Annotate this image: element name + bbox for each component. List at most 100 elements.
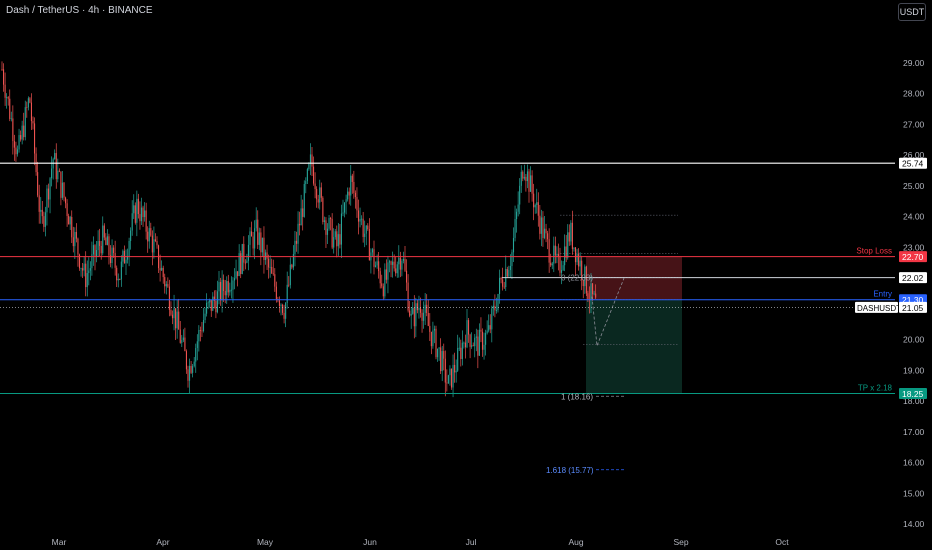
- candle-body: [468, 320, 470, 335]
- candle-body: [47, 188, 50, 200]
- candle-body: [133, 205, 135, 214]
- candle-body: [268, 258, 270, 268]
- candle-body: [561, 270, 563, 273]
- candle-body: [423, 312, 425, 321]
- candle-body: [333, 237, 335, 248]
- candle-body: [567, 232, 569, 258]
- candle-body: [92, 245, 94, 255]
- entry-label: Entry: [873, 290, 892, 299]
- candle-body: [49, 178, 51, 200]
- candle-body: [75, 231, 77, 239]
- candle-body: [508, 270, 510, 277]
- candle-body: [235, 271, 237, 279]
- candle-body: [232, 280, 234, 290]
- candle-body: [224, 291, 226, 296]
- candle-body: [367, 225, 369, 230]
- candle-body: [252, 236, 254, 249]
- candle-body: [345, 199, 347, 203]
- candle-body: [111, 247, 113, 264]
- candle-body: [179, 329, 181, 343]
- month-tick-label: Aug: [568, 537, 583, 547]
- month-tick-label: Sep: [673, 537, 688, 547]
- candle-body: [398, 257, 400, 265]
- candle-body: [226, 281, 228, 296]
- candle-body: [18, 135, 20, 150]
- candle-body: [509, 266, 511, 271]
- candle-body: [150, 228, 152, 236]
- candle-body: [585, 266, 587, 294]
- candle-body: [433, 328, 435, 331]
- candle-body: [162, 267, 164, 278]
- candle-body: [520, 171, 522, 186]
- candle-body: [94, 245, 96, 257]
- candle-body: [196, 341, 198, 348]
- candle-body: [113, 247, 115, 254]
- candle-body: [590, 283, 592, 301]
- symbol-tag-bg: [855, 301, 898, 313]
- entry-price-tag-text: 21.30: [902, 295, 924, 305]
- candle-body: [406, 270, 408, 283]
- resistance-price-tag-text: 25.74: [902, 159, 924, 169]
- candle-body: [485, 333, 487, 345]
- projection-path: [591, 278, 625, 346]
- candle-body: [314, 183, 316, 190]
- candle-body: [127, 255, 129, 260]
- candle-body: [190, 365, 192, 373]
- currency-button[interactable]: USDT: [898, 3, 926, 21]
- candle-body: [125, 259, 127, 264]
- candle-body: [65, 197, 67, 204]
- candle-body: [353, 181, 355, 193]
- candle-body: [313, 166, 315, 184]
- candle-body: [57, 170, 59, 180]
- candle-body: [443, 351, 445, 359]
- candle-body: [139, 214, 141, 222]
- candle-body: [275, 286, 277, 300]
- candle-body: [460, 347, 462, 360]
- candle-body: [116, 267, 118, 281]
- candle-body: [120, 261, 122, 280]
- candle-body: [261, 237, 263, 253]
- candle-body: [72, 237, 74, 247]
- candle-body: [97, 241, 99, 251]
- candle-body: [193, 361, 195, 367]
- candle-body: [322, 197, 324, 223]
- candle-body: [450, 368, 453, 388]
- candle-body: [559, 256, 561, 273]
- candle-body: [354, 192, 356, 198]
- candle-body: [340, 213, 342, 245]
- price-tick-label: 17.00: [903, 427, 925, 437]
- candle-body: [156, 240, 158, 246]
- candle-body: [106, 236, 108, 245]
- candle-body: [165, 284, 167, 287]
- candle-body: [303, 184, 305, 217]
- candle-body: [40, 209, 42, 212]
- candle-body: [432, 330, 434, 347]
- candle-body: [300, 208, 302, 226]
- candle-body: [478, 329, 480, 356]
- candle-body: [495, 310, 497, 311]
- candle-body: [401, 260, 403, 270]
- candle-body: [187, 369, 189, 381]
- candle-body: [427, 312, 429, 326]
- candle-body: [440, 347, 442, 372]
- candle-body: [54, 153, 56, 160]
- candle-body: [52, 159, 54, 169]
- candle-body: [426, 304, 428, 313]
- candle-body: [131, 213, 133, 231]
- candle-body: [117, 279, 119, 281]
- candle-body: [392, 261, 394, 265]
- candle-body: [516, 211, 518, 220]
- price-tick-label: 16.00: [903, 458, 925, 468]
- candle-body: [526, 171, 528, 182]
- candle-body: [195, 347, 197, 362]
- candle-body: [297, 223, 299, 244]
- candle-body: [469, 334, 471, 347]
- candle-body: [564, 246, 566, 266]
- month-tick-label: Mar: [52, 537, 67, 547]
- candle-body: [302, 208, 304, 217]
- candle-body: [534, 204, 536, 208]
- candle-body: [306, 169, 308, 182]
- price-tick-label: 20.00: [903, 335, 925, 345]
